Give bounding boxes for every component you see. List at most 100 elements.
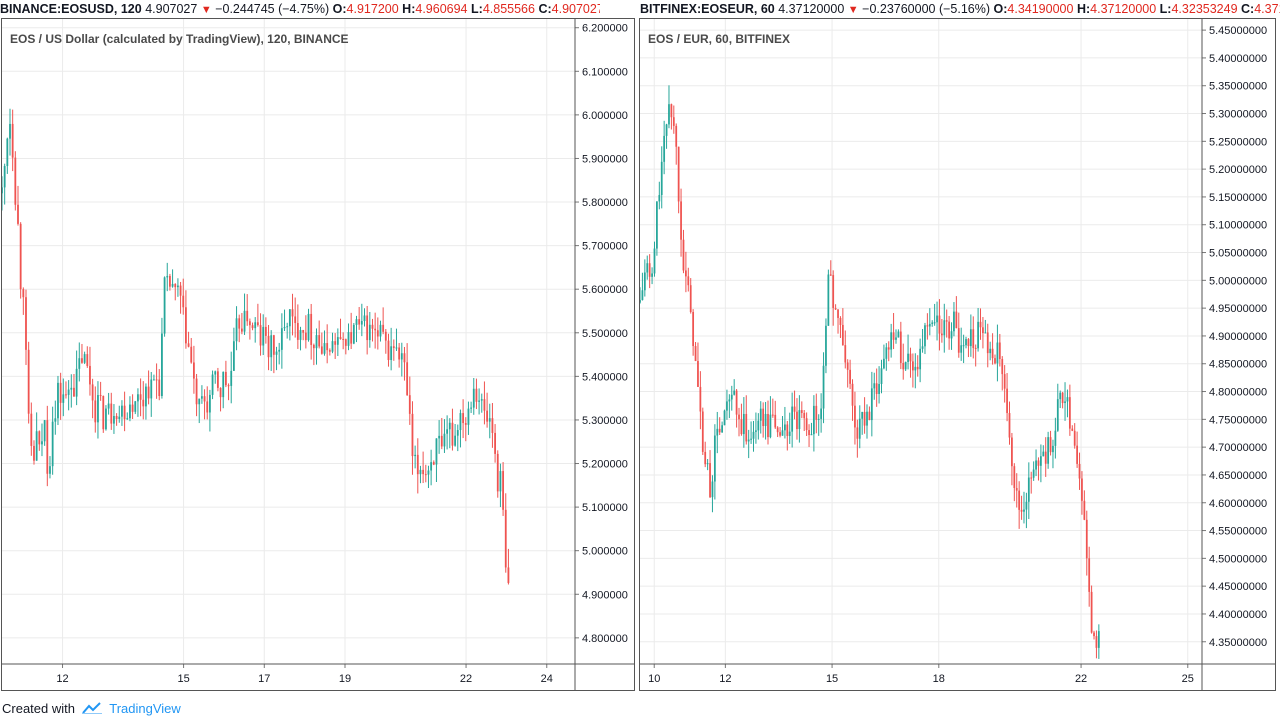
candle-body bbox=[953, 311, 955, 332]
candle-body bbox=[827, 274, 830, 326]
left-low-value: 4.855566 bbox=[482, 2, 535, 16]
y-tick-label: 5.45000000 bbox=[1209, 25, 1267, 37]
candle-body bbox=[938, 315, 941, 334]
candle-body bbox=[470, 407, 473, 409]
y-tick-label: 4.900000 bbox=[582, 589, 628, 601]
candle-body bbox=[711, 481, 714, 498]
candle-body bbox=[166, 275, 169, 278]
candle-body bbox=[291, 309, 294, 317]
candle-body bbox=[948, 321, 951, 339]
candle-body bbox=[270, 335, 273, 358]
candle-body bbox=[83, 354, 86, 363]
candle-body bbox=[839, 317, 842, 325]
candle-body bbox=[721, 425, 723, 433]
candle-body bbox=[665, 124, 668, 136]
candle-body bbox=[496, 453, 499, 492]
candle-body bbox=[895, 337, 897, 340]
y-tick-label: 5.900000 bbox=[582, 153, 628, 165]
x-tick-label: 12 bbox=[719, 673, 731, 685]
candle-body bbox=[43, 420, 46, 442]
candle-body bbox=[979, 321, 982, 328]
candle-body bbox=[914, 366, 917, 371]
candle-body bbox=[933, 322, 936, 324]
candle-body bbox=[3, 166, 6, 188]
candle-body bbox=[422, 469, 425, 475]
right-open-value: 4.34190000 bbox=[1007, 2, 1074, 16]
candle-body bbox=[805, 418, 808, 431]
candle-body bbox=[312, 344, 315, 349]
candle-body bbox=[374, 328, 377, 331]
candle-body bbox=[107, 403, 110, 409]
candle-body bbox=[1027, 477, 1030, 502]
right-chart-panel[interactable]: 5.45000000 5.40000000 5.35000000 5.30000000… bbox=[639, 18, 1276, 691]
candle-body bbox=[153, 379, 155, 381]
candle-body bbox=[960, 345, 963, 353]
candle-body bbox=[283, 327, 286, 329]
candle-body bbox=[161, 333, 163, 396]
candle-body bbox=[19, 223, 22, 290]
candle-body bbox=[738, 414, 740, 420]
candle-body bbox=[697, 361, 699, 387]
candle-body bbox=[185, 307, 187, 344]
candle-body bbox=[701, 411, 704, 452]
candle-body bbox=[254, 322, 257, 329]
left-chart-svg[interactable]: 6.200000 6.100000 6.000000 5.900000 5.800000… bbox=[2, 19, 634, 690]
candle-body bbox=[382, 324, 385, 332]
right-chart-svg[interactable]: 5.45000000 5.40000000 5.35000000 5.30000000… bbox=[640, 19, 1275, 690]
y-tick-label: 5.200000 bbox=[582, 459, 628, 471]
candle-body bbox=[955, 311, 958, 329]
candle-body bbox=[430, 462, 433, 471]
x-tick-label: 25 bbox=[1182, 673, 1194, 685]
candle-body bbox=[97, 395, 99, 423]
candle-body bbox=[640, 300, 641, 303]
candle-body bbox=[174, 283, 177, 288]
candle-body bbox=[224, 371, 227, 386]
candle-body bbox=[1054, 430, 1057, 446]
right-low-label: L: bbox=[1159, 2, 1172, 16]
candle-body bbox=[360, 321, 363, 325]
candle-body bbox=[658, 194, 661, 202]
candle-body bbox=[339, 337, 342, 339]
candle-body bbox=[875, 383, 878, 394]
y-tick-label: 5.800000 bbox=[582, 197, 628, 209]
left-high-label: H: bbox=[402, 2, 416, 16]
candle-body bbox=[462, 413, 465, 424]
candle-body bbox=[123, 405, 126, 420]
candle-body bbox=[820, 408, 823, 419]
candle-body bbox=[1068, 397, 1071, 429]
candle-body bbox=[504, 509, 507, 568]
footer-brand-link[interactable]: TradingView bbox=[109, 701, 181, 716]
candle-body bbox=[994, 358, 996, 364]
candle-body bbox=[302, 330, 305, 333]
candle-body bbox=[1032, 469, 1035, 478]
candle-body bbox=[924, 325, 926, 347]
candle-body bbox=[491, 418, 494, 433]
candle-body bbox=[347, 332, 350, 346]
candle-body bbox=[986, 332, 989, 354]
y-tick-label: 5.500000 bbox=[582, 328, 628, 340]
right-high-value: 4.37120000 bbox=[1090, 2, 1157, 16]
candle-body bbox=[885, 347, 888, 359]
candle-body bbox=[49, 466, 51, 474]
candle-body bbox=[121, 405, 123, 417]
left-chart-panel[interactable]: 6.200000 6.100000 6.000000 5.900000 5.800000… bbox=[1, 18, 635, 691]
candle-body bbox=[318, 335, 321, 347]
candle-body bbox=[11, 123, 14, 158]
candle-body bbox=[1088, 558, 1091, 592]
y-tick-label: 4.35000000 bbox=[1209, 637, 1267, 649]
candle-body bbox=[834, 308, 837, 310]
down-arrow-icon: ▼ bbox=[200, 4, 212, 16]
candle-body bbox=[943, 320, 946, 336]
candle-body bbox=[841, 324, 844, 346]
candle-body bbox=[499, 471, 502, 492]
candle-body bbox=[1056, 399, 1059, 431]
candle-body bbox=[240, 328, 243, 332]
candle-body bbox=[982, 327, 984, 334]
candle-body bbox=[193, 362, 195, 379]
candle-body bbox=[904, 362, 907, 370]
candle-body bbox=[866, 411, 868, 426]
chart-0-plot: 6.200000 6.100000 6.000000 5.900000 5.800000… bbox=[2, 19, 634, 690]
candle-body bbox=[494, 432, 496, 454]
candle-body bbox=[459, 413, 462, 431]
candle-body bbox=[868, 411, 871, 421]
